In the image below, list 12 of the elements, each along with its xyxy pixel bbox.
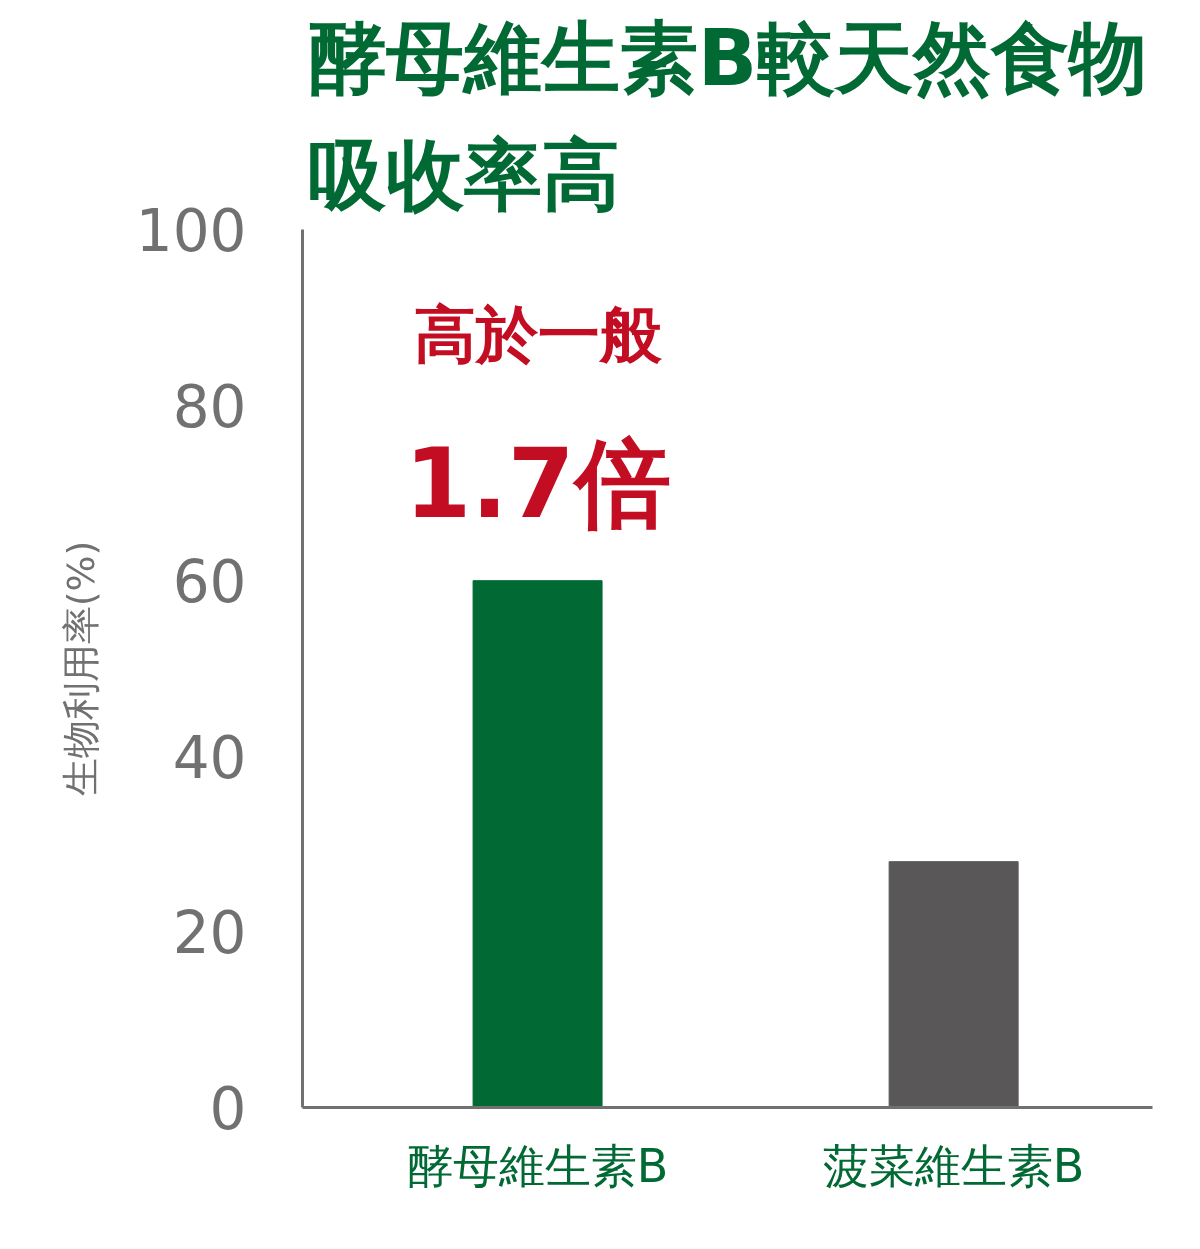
y-tick-label: 80 <box>172 372 247 441</box>
y-tick-label: 20 <box>172 899 247 968</box>
y-tick-label: 60 <box>172 548 247 617</box>
chart-title: 酵母維生素B較天然食物吸收率高 <box>307 12 1148 220</box>
x-tick-label: 菠菜維生素B <box>822 1138 1085 1193</box>
y-tick-label: 0 <box>209 1075 247 1143</box>
annotation: 1.7倍 <box>404 428 671 541</box>
annotation: 高於一般 <box>413 298 663 372</box>
y-axis-title: 生物利用率(%) <box>58 540 103 797</box>
y-tick-label: 100 <box>135 197 247 265</box>
x-tick-label: 酵母維生素B <box>406 1138 669 1193</box>
y-tick-label: 40 <box>172 723 247 792</box>
